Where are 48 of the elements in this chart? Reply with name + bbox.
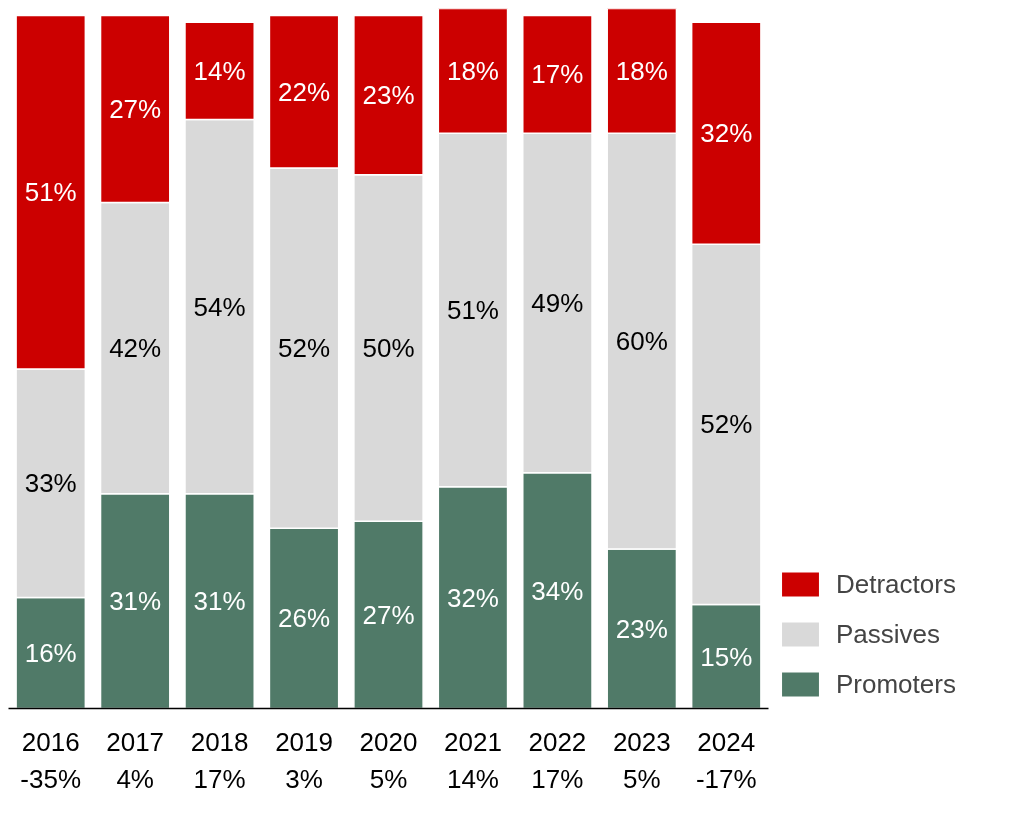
x-tick-label: 2021 <box>444 726 502 757</box>
text: 5% <box>369 763 408 794</box>
x-tick-label: 2024 <box>697 726 756 757</box>
data-label: 51% <box>446 294 499 325</box>
legend-label: Detractors <box>836 568 956 600</box>
data-label: 26% <box>278 603 331 634</box>
data-label: 54% <box>193 291 246 322</box>
legend-label: Passives <box>836 618 941 650</box>
data-label: 52% <box>278 333 331 364</box>
data-label: 50% <box>362 333 415 364</box>
data-label: 15% <box>700 641 753 672</box>
data-label: 42% <box>109 333 162 364</box>
data-label: 23% <box>615 613 668 644</box>
data-label: 17% <box>531 59 584 90</box>
text: 4% <box>116 763 154 794</box>
data-label: 14% <box>193 55 246 86</box>
data-label: 18% <box>446 55 499 86</box>
data-label: 22% <box>278 76 331 107</box>
text: 17% <box>531 763 584 794</box>
data-label: 23% <box>362 80 415 111</box>
x-tick-label: 2019 <box>275 726 333 757</box>
x-tick-label: 2018 <box>190 726 249 757</box>
data-label: 60% <box>615 326 668 357</box>
text: 17% <box>193 763 246 794</box>
x-tick-label: 2023 <box>612 726 671 757</box>
data-label: 18% <box>615 55 668 86</box>
data-label: 32% <box>446 582 499 613</box>
data-label: 52% <box>700 409 753 440</box>
legend-label: Promoters <box>836 668 956 700</box>
x-tick-label: 2016 <box>21 726 80 757</box>
data-label: 33% <box>24 468 77 499</box>
x-tick-label: 2020 <box>359 726 418 757</box>
text: 3% <box>285 763 323 794</box>
x-tick-label: 2022 <box>528 726 587 757</box>
data-label: 49% <box>531 288 584 319</box>
data-label: 27% <box>109 94 162 124</box>
data-label: 16% <box>24 638 77 669</box>
text: 5% <box>623 763 661 794</box>
data-label: 32% <box>700 118 753 149</box>
data-label: 51% <box>24 177 77 208</box>
text: -35% <box>20 763 82 794</box>
data-label: 31% <box>193 586 246 617</box>
x-tick-label: 2017 <box>106 726 165 757</box>
data-label: 27% <box>362 599 415 630</box>
text: 14% <box>446 763 499 794</box>
text: -17% <box>695 763 757 794</box>
data-label: 31% <box>109 586 162 617</box>
data-label: 34% <box>531 575 584 606</box>
